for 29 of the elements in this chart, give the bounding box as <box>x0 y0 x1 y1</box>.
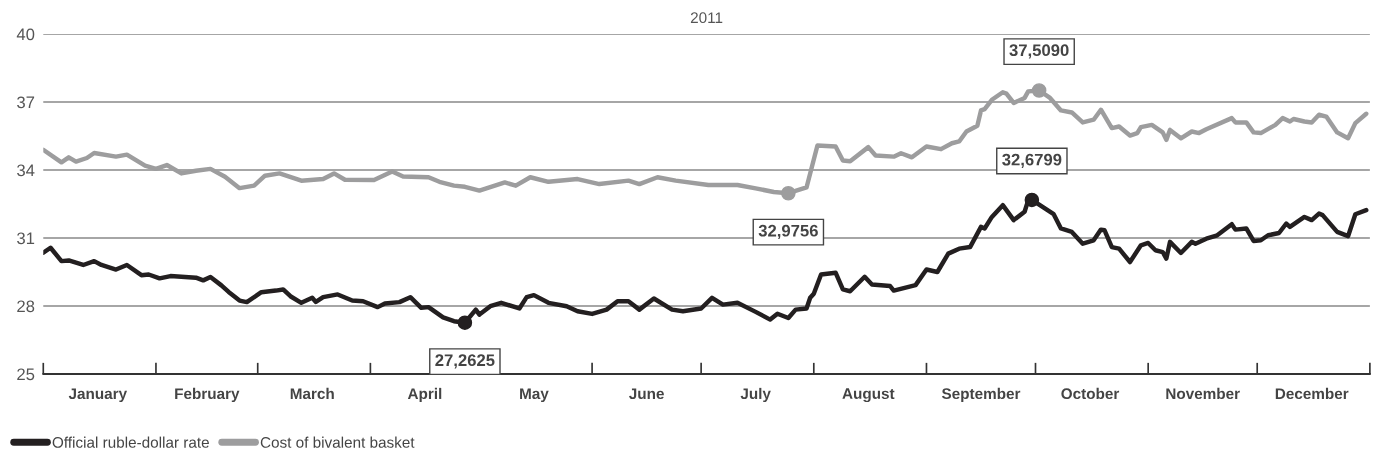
x-tick-label: March <box>290 387 334 400</box>
annotation: 37,5090 <box>1009 44 1069 59</box>
x-tick-label: January <box>68 388 128 403</box>
y-tick-label: 28 <box>17 300 35 313</box>
x-tick-label: February <box>175 387 240 403</box>
legend-label: Cost of bivalent basket <box>260 436 415 448</box>
y-tick-label: 37 <box>17 96 35 109</box>
x-tick-label: September <box>941 387 1021 403</box>
y-tick-label: 31 <box>17 232 35 245</box>
annotation: 32,9756 <box>758 224 818 240</box>
x-tick-label: July <box>740 387 771 403</box>
y-tick-label: 25 <box>17 368 35 381</box>
x-tick-label: April <box>407 387 442 403</box>
x-tick-label: August <box>842 388 895 403</box>
point <box>1024 192 1040 208</box>
legend-label: Official ruble-dollar rate <box>52 436 209 448</box>
x-tick-label: November <box>1166 387 1240 400</box>
annotation: 27,2625 <box>435 354 495 369</box>
point <box>1031 83 1047 98</box>
chart-title: 2011 <box>690 12 723 24</box>
x-tick-label: June <box>629 388 664 400</box>
point <box>457 315 473 330</box>
x-tick-label: May <box>520 388 549 403</box>
y-tick-label: 34 <box>17 164 35 177</box>
y-tick-label: 40 <box>16 28 35 41</box>
annotation: 32,6799 <box>1002 153 1062 168</box>
x-tick-label: December <box>1275 387 1349 400</box>
x-tick-label: October <box>1061 387 1120 400</box>
point <box>781 185 796 201</box>
